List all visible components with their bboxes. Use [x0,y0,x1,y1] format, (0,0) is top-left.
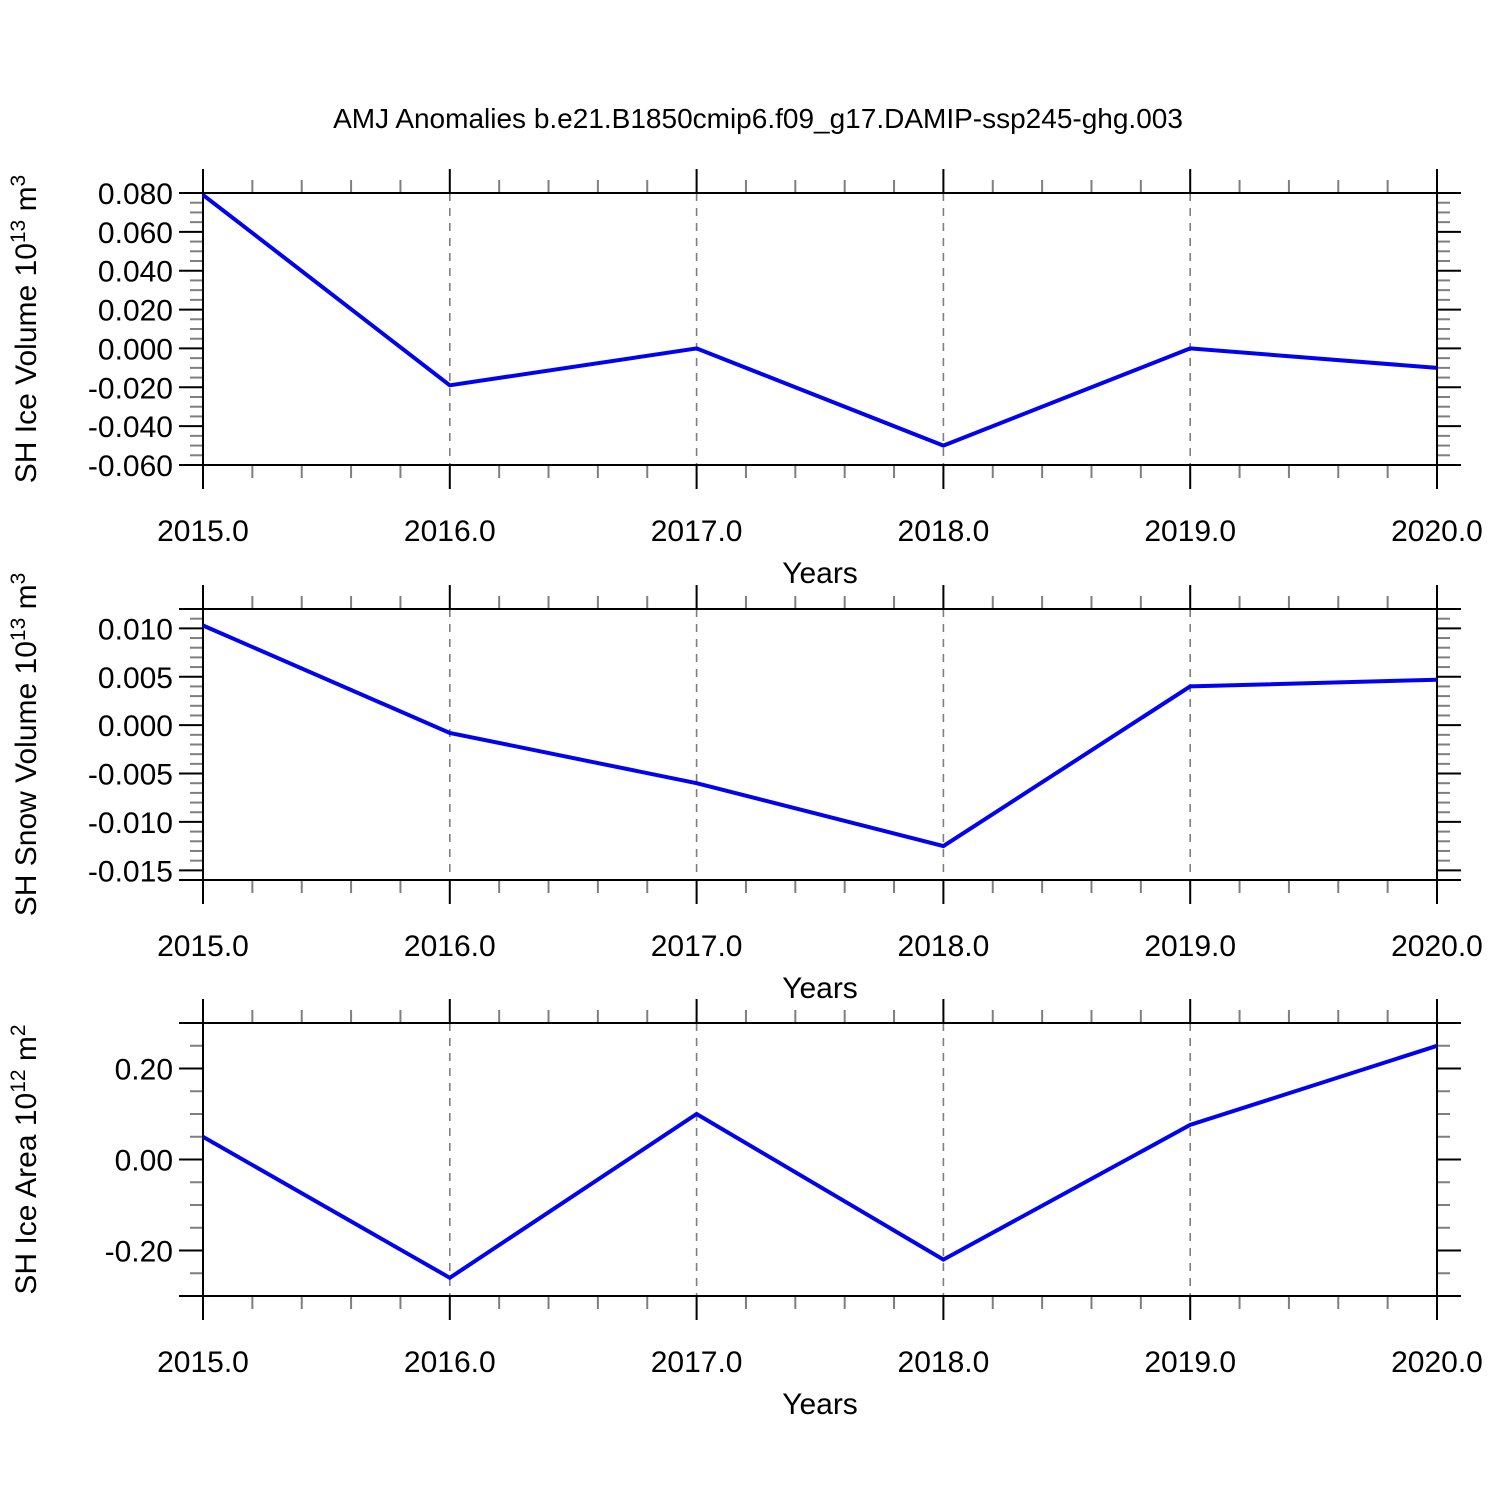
x-tick-label: 2016.0 [404,515,496,548]
y-tick-label: -0.020 [88,372,173,405]
y-axis-label-superscript: 3 [7,573,30,585]
x-tick-label: 2017.0 [651,1346,743,1379]
y-axis-label-text: m [10,584,43,617]
x-tick-label: 2020.0 [1391,515,1483,548]
y-axis-label-text: SH Ice Area 10 [10,1093,43,1295]
x-tick-label: 2019.0 [1144,1346,1236,1379]
x-axis-label: Years [782,557,858,590]
y-axis-label-text: SH Ice Volume 10 [10,243,43,483]
x-tick-label: 2017.0 [651,930,743,963]
y-axis-label-text: m [10,1036,43,1069]
x-axis-label: Years [782,972,858,1005]
y-tick-label: 0.005 [98,662,173,695]
data-line-sh-ice-volume [201,193,1438,448]
plot-border [202,1022,1438,1297]
chart-title: AMJ Anomalies b.e21.B1850cmip6.f09_g17.D… [333,103,1183,134]
x-tick-label: 2020.0 [1391,930,1483,963]
y-tick-label: 0.010 [98,613,173,646]
y-tick-label: 0.020 [98,295,173,328]
x-tick-label: 2016.0 [404,1346,496,1379]
y-axis-label-superscript: 13 [7,220,30,243]
y-tick-label: 0.00 [115,1145,173,1178]
x-tick-label: 2015.0 [157,930,249,963]
y-tick-label: -0.005 [88,759,173,792]
x-tick-label: 2018.0 [898,1346,990,1379]
x-axis-label: Years [782,1388,858,1421]
y-tick-label: 0.000 [98,333,173,366]
y-axis-label: SH Ice Area 1012 m2 [7,1024,43,1294]
x-tick-label: 2018.0 [898,930,990,963]
x-tick-label: 2015.0 [157,515,249,548]
y-tick-label: 0.060 [98,217,173,250]
panel-sh-ice-volume: 0.080 0.060 0.040 0.020 0.000 -0.020 -0.040 -0.… [7,169,1483,590]
y-axis-label-superscript: 2 [7,1024,30,1036]
y-tick-label: 0.000 [98,710,173,743]
y-tick-label: -0.010 [88,807,173,840]
y-tick-label: -0.20 [105,1236,173,1269]
x-tick-label: 2017.0 [651,515,743,548]
x-tick-label: 2016.0 [404,930,496,963]
x-tick-label: 2015.0 [157,1346,249,1379]
x-tick-label: 2019.0 [1144,515,1236,548]
y-axis-label-text: m [10,186,43,219]
y-axis-label-superscript: 12 [7,1069,30,1092]
x-tick-label: 2020.0 [1391,1346,1483,1379]
plot-border [202,192,1438,466]
y-axis-label: SH Ice Volume 1013 m3 [7,175,43,484]
y-axis-label-text: SH Snow Volume 10 [10,641,43,916]
x-tick-label: 2018.0 [898,515,990,548]
y-tick-label: 0.20 [115,1054,173,1087]
y-axis-label-superscript: 13 [7,618,30,641]
y-tick-label: -0.015 [88,855,173,888]
y-tick-label: -0.060 [88,450,173,483]
y-tick-label: 0.040 [98,256,173,289]
y-tick-label: -0.040 [88,411,173,444]
plot-border [202,608,1438,881]
panel-sh-ice-area: 0.20 0.00 -0.20 2015.0 2016.0 2017.0 2018.0 201… [7,999,1483,1421]
y-axis-label: SH Snow Volume 1013 m3 [7,573,43,917]
panel-sh-snow-volume: 0.010 0.005 0.000 -0.005 -0.010 -0.015 2015.0 2… [7,573,1483,1005]
data-line-sh-ice-area [202,1043,1438,1281]
y-tick-label: 0.080 [98,178,173,211]
data-line-sh-snow-volume [202,623,1438,849]
y-axis-label-superscript: 3 [7,175,30,187]
x-tick-label: 2019.0 [1144,930,1236,963]
